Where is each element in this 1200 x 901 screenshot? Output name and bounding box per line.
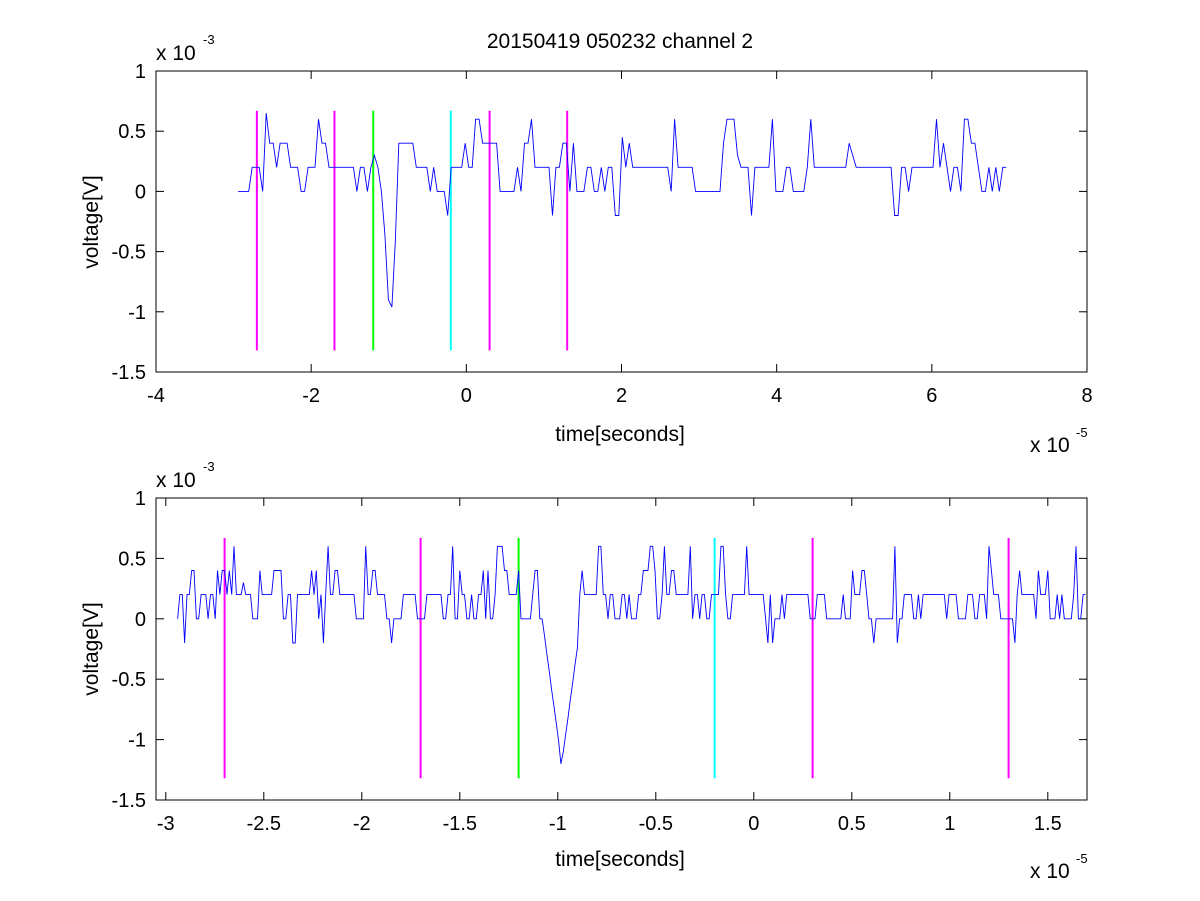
bottom-axes: -3 -2.5 -2 -1.5 -1 -0.5 0 0.5 1 1.5 -1.5 -1 -0.5 0 0.5… (80, 459, 1088, 883)
bottom-y-tick-label: -1.5 (112, 790, 146, 812)
top-x-multiplier-exponent: -5 (1076, 425, 1088, 440)
bottom-y-multiplier-exponent: -3 (203, 459, 215, 474)
bottom-y-axis-label: voltage[V] (80, 602, 103, 695)
bottom-x-tick-label: -2 (353, 813, 371, 835)
top-y-tick-label: -0.5 (112, 242, 146, 264)
top-x-tick-label: -2 (302, 385, 320, 407)
bottom-y-tick-label: 0 (135, 609, 146, 631)
bottom-x-multiplier-base: x 10 (1030, 860, 1070, 883)
bottom-x-tick-label: -1.5 (443, 813, 477, 835)
top-y-tick-label: 1 (135, 61, 146, 83)
top-y-tick-label: -1.5 (112, 362, 146, 384)
bottom-y-tick-label: 1 (135, 488, 146, 510)
top-y-axis-label: voltage[V] (80, 175, 103, 268)
top-signal-trace (238, 113, 1007, 308)
bottom-signal-line (177, 545, 1086, 764)
top-signal-line (238, 113, 1007, 308)
top-y-tick-label: 0.5 (118, 121, 146, 143)
bottom-x-multiplier-exponent: -5 (1076, 851, 1088, 866)
top-x-axis-label: time[seconds] (555, 423, 685, 446)
figure-title: 20150419 050232 channel 2 (487, 30, 753, 53)
bottom-y-tick-label: -1 (128, 730, 146, 752)
top-x-tick-label: 6 (926, 385, 937, 407)
bottom-plot-box (155, 497, 1088, 801)
bottom-x-multiplier: x 10 -5 (1030, 851, 1088, 883)
bottom-x-tick-label: -3 (157, 813, 175, 835)
top-y-multiplier-base: x 10 (156, 42, 196, 65)
bottom-x-tick-label: -0.5 (639, 813, 673, 835)
top-x-multiplier-base: x 10 (1030, 434, 1070, 457)
bottom-x-tick-label: 0 (748, 813, 759, 835)
bottom-x-tick-label: 1 (944, 813, 955, 835)
bottom-y-tick-label: -0.5 (112, 669, 146, 691)
bottom-ticks: -3 -2.5 -2 -1.5 -1 -0.5 0 0.5 1 1.5 -1.5 -1 -0.5 0 0.5… (112, 488, 1087, 835)
bottom-x-axis-label: time[seconds] (555, 848, 685, 871)
bottom-x-tick-label: 0.5 (838, 813, 866, 835)
top-x-tick-label: 0 (461, 385, 472, 407)
top-x-tick-label: 4 (771, 385, 782, 407)
top-y-tick-label: -1 (128, 302, 146, 324)
bottom-y-multiplier: x 10 -3 (156, 459, 215, 492)
top-x-tick-label: 2 (616, 385, 627, 407)
top-ticks: -4 -2 0 2 4 6 8 -1.5 -1 -0.5 0 0.5 1 (112, 61, 1093, 407)
top-y-multiplier-exponent: -3 (203, 32, 215, 47)
bottom-x-tick-label: -2.5 (247, 813, 281, 835)
bottom-y-multiplier-base: x 10 (156, 469, 196, 492)
top-x-tick-label: 8 (1081, 385, 1092, 407)
bottom-x-tick-label: 1.5 (1034, 813, 1062, 835)
top-x-tick-label: -4 (147, 385, 165, 407)
top-y-multiplier: x 10 -3 (156, 32, 215, 65)
bottom-y-tick-label: 0.5 (118, 548, 146, 570)
top-x-multiplier: x 10 -5 (1030, 425, 1088, 457)
top-y-tick-label: 0 (135, 181, 146, 203)
top-axes: -4 -2 0 2 4 6 8 -1.5 -1 -0.5 0 0.5 1 time[seconds] v… (80, 32, 1093, 457)
bottom-signal-trace (177, 545, 1086, 764)
bottom-x-tick-label: -1 (549, 813, 567, 835)
